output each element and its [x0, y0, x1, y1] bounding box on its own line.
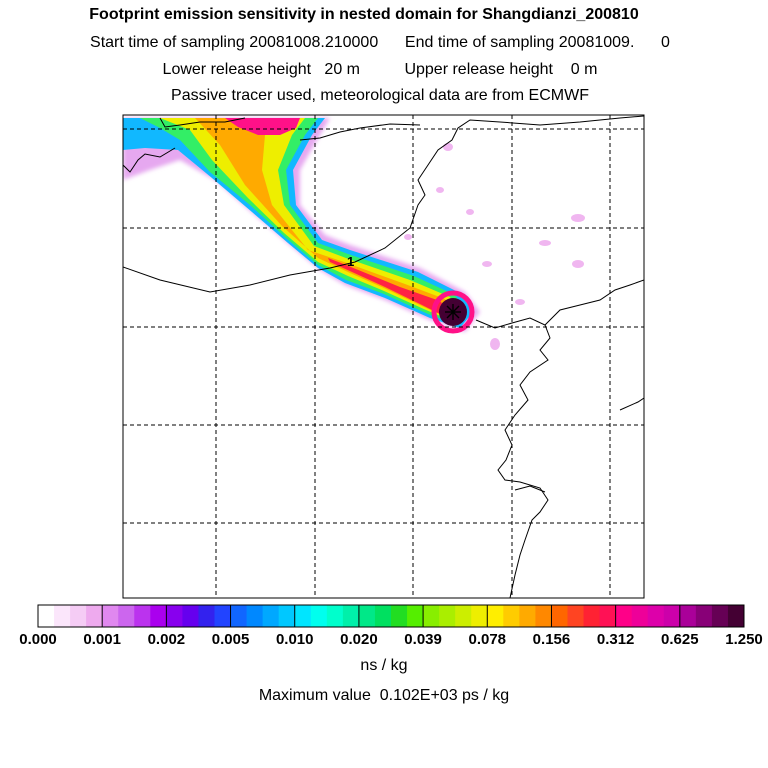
colorbar-cell — [38, 605, 55, 627]
colorbar-cell — [535, 605, 552, 627]
colorbar-cell — [214, 605, 232, 627]
coastlines — [123, 115, 644, 598]
colorbar-cell — [567, 605, 585, 627]
colorbar-cell — [631, 605, 649, 627]
colorbar-cell — [166, 605, 183, 627]
colorbar-cell — [310, 605, 328, 627]
colorbar-cell — [407, 605, 424, 627]
colorbar-cell — [246, 605, 264, 627]
colorbar-cell — [326, 605, 344, 627]
colorbar-tick-label: 0.078 — [468, 631, 507, 648]
colorbar-cell — [679, 605, 697, 627]
colorbar-cell — [519, 605, 536, 627]
colorbar-tick-label: 0.625 — [661, 631, 699, 648]
colorbar-cell — [455, 605, 472, 627]
colorbar-cell — [278, 605, 296, 627]
colorbar-tick-label: 0.156 — [532, 631, 571, 648]
colorbar-cell — [294, 605, 312, 627]
plume-red — [328, 258, 450, 315]
colorbar-cell — [134, 605, 151, 627]
colorbar-cell — [230, 605, 248, 627]
maximum-value-label: Maximum value 0.102E+03 ps / kg — [258, 687, 510, 704]
colorbar-cell — [615, 605, 633, 627]
colorbar-cell — [70, 605, 87, 627]
colorbar-cell — [182, 605, 199, 627]
colorbar-cell — [647, 605, 665, 627]
colorbar-tick-label: 0.000 — [19, 631, 57, 648]
graticule — [123, 115, 644, 598]
colorbar-cell — [118, 605, 135, 627]
colorbar-cell — [439, 605, 456, 627]
colorbar-cell — [487, 605, 504, 627]
colorbar-cell — [471, 605, 488, 627]
colorbar-cell — [727, 605, 745, 627]
colorbar-cell — [374, 605, 392, 627]
map-frame — [122, 114, 645, 599]
colorbar-cell — [150, 605, 167, 627]
colorbar-tick-label: 0.020 — [340, 631, 378, 648]
colorbar-cell — [583, 605, 601, 627]
colorbar-cell — [262, 605, 280, 627]
scattered-patches — [404, 143, 585, 350]
plume-magenta-top — [225, 118, 300, 135]
colorbar-cell — [551, 605, 568, 627]
plume-orange — [195, 118, 455, 317]
colorbar-cell — [391, 605, 408, 627]
colorbar-cell — [711, 605, 729, 627]
colorbar-tick-label: 0.010 — [275, 631, 314, 648]
plume-layer — [123, 118, 585, 350]
colorbar-frame — [37, 604, 745, 628]
colorbar-cell — [54, 605, 71, 627]
colorbar-tick-label: 0.001 — [83, 631, 121, 648]
colorbar-cell — [342, 605, 360, 627]
tracer-info-line: Passive tracer used, meteorological data… — [171, 87, 589, 104]
receptor-asterisk-icon — [445, 304, 461, 320]
release-height-line: Lower release height 20 m Upper release … — [162, 61, 598, 78]
colorbar-cell — [503, 605, 520, 627]
colorbar-tick-label: 1.250 — [725, 631, 763, 648]
colorbar-units: ns / kg — [360, 657, 408, 674]
colorbar-tick-label: 0.312 — [596, 631, 635, 648]
plot-title: Footprint emission sensitivity in nested… — [89, 6, 639, 23]
colorbar-cell — [695, 605, 713, 627]
plume-core-ring — [431, 290, 475, 334]
colorbar-cell — [198, 605, 215, 627]
colorbar-tick-label: 0.005 — [211, 631, 250, 648]
colorbar-cell — [102, 605, 119, 627]
colorbar-cell — [599, 605, 617, 627]
trajectory-marker-label: 1 — [347, 254, 354, 269]
sampling-time-line: Start time of sampling 20081008.210000 E… — [90, 34, 670, 51]
colorbar-cells — [38, 605, 745, 627]
colorbar-cell — [358, 605, 376, 627]
colorbar-cell — [663, 605, 681, 627]
colorbar-cell — [423, 605, 440, 627]
colorbar-tick-label: 0.039 — [404, 631, 442, 648]
colorbar-tick-label: 0.002 — [147, 631, 186, 648]
colorbar-cell — [86, 605, 103, 627]
